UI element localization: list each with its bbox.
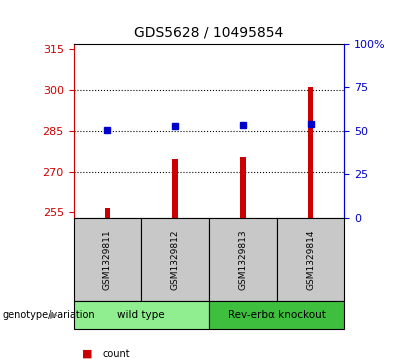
Text: GSM1329811: GSM1329811	[103, 229, 112, 290]
Text: count: count	[103, 349, 131, 359]
Text: GSM1329813: GSM1329813	[238, 229, 247, 290]
Text: genotype/variation: genotype/variation	[2, 310, 95, 320]
Text: ▶: ▶	[50, 310, 58, 320]
Text: wild type: wild type	[118, 310, 165, 320]
Bar	[172, 159, 178, 218]
Text: GSM1329814: GSM1329814	[306, 229, 315, 290]
Bar	[240, 156, 246, 218]
Text: Rev-erbα knockout: Rev-erbα knockout	[228, 310, 326, 320]
Text: GSM1329812: GSM1329812	[171, 229, 180, 290]
Title: GDS5628 / 10495854: GDS5628 / 10495854	[134, 26, 284, 40]
Text: ■: ■	[82, 349, 92, 359]
Bar	[308, 87, 313, 218]
Bar	[105, 208, 110, 218]
